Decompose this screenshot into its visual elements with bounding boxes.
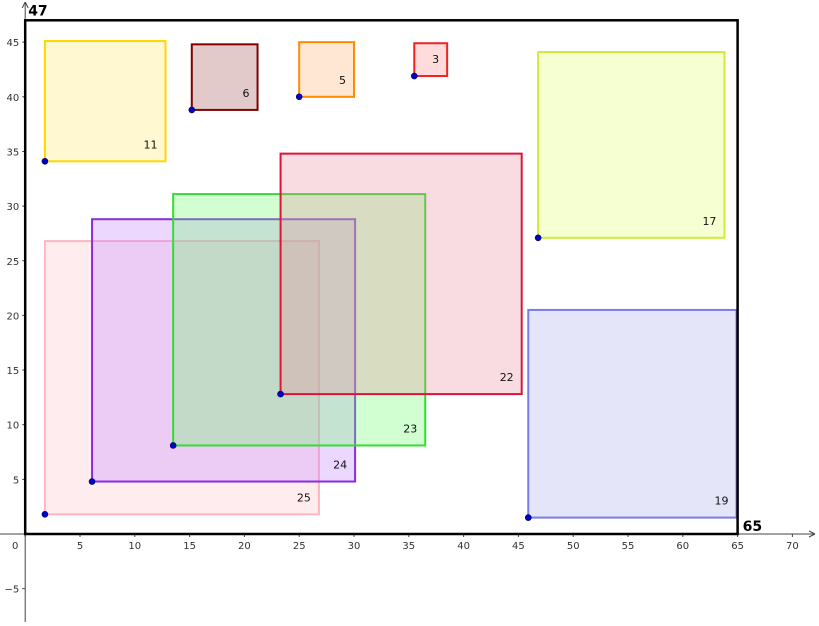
corner-point bbox=[41, 511, 49, 518]
square-24 bbox=[91, 218, 357, 483]
y-axis-arrow bbox=[21, 1, 29, 9]
y-tick-label: 45 bbox=[6, 38, 19, 49]
squares-layer bbox=[43, 40, 738, 519]
y-tick-label: 15 bbox=[6, 366, 19, 377]
square-label: 19 bbox=[715, 495, 729, 508]
square-label: 24 bbox=[333, 459, 347, 472]
x-tick-label: 60 bbox=[676, 541, 689, 552]
x-axis-arrow bbox=[808, 530, 816, 538]
square-label: 25 bbox=[297, 491, 311, 504]
corner-point bbox=[277, 390, 284, 398]
square-5 bbox=[298, 41, 356, 98]
corner-point bbox=[169, 442, 177, 449]
corner-point bbox=[88, 478, 96, 485]
x-tick-label: 5 bbox=[77, 541, 83, 552]
square-label: 5 bbox=[339, 74, 346, 87]
container-height-label: 47 bbox=[28, 3, 47, 19]
square-17 bbox=[537, 50, 726, 239]
x-tick-label: 30 bbox=[348, 541, 361, 552]
square-25 bbox=[43, 240, 320, 516]
corner-point bbox=[410, 72, 418, 80]
corner-point bbox=[41, 157, 49, 165]
y-tick-label: 10 bbox=[6, 421, 19, 432]
container-width-label: 65 bbox=[743, 519, 762, 535]
x-tick-label: 35 bbox=[402, 541, 415, 552]
square-label: 3 bbox=[432, 53, 439, 66]
x-tick-label: 70 bbox=[786, 541, 799, 552]
x-tick-label: 10 bbox=[128, 541, 141, 552]
square-label: 6 bbox=[243, 87, 250, 100]
square-label: 23 bbox=[403, 422, 417, 435]
x-tick-label: 45 bbox=[512, 541, 525, 552]
corner-points bbox=[41, 72, 542, 521]
corner-point bbox=[188, 106, 196, 114]
square-3 bbox=[413, 42, 449, 78]
corner-point bbox=[534, 234, 542, 242]
container-outline bbox=[23, 19, 739, 536]
y-tick-label: 25 bbox=[6, 257, 19, 268]
x-tick-label: 15 bbox=[183, 541, 196, 552]
square-11 bbox=[43, 40, 167, 163]
square-23 bbox=[172, 193, 427, 447]
corner-point bbox=[524, 514, 532, 521]
corner-point bbox=[295, 93, 303, 101]
y-tick-label: 20 bbox=[6, 311, 19, 322]
square-label: 17 bbox=[702, 215, 716, 228]
y-tick-label: 5 bbox=[13, 475, 19, 486]
square-6 bbox=[190, 43, 259, 111]
x-tick-label: 0 bbox=[12, 541, 18, 552]
y-tick-label: −5 bbox=[4, 585, 19, 596]
square-labels: 25 24 23 22 19 17 11 6 5 3 bbox=[143, 53, 728, 508]
square-19 bbox=[527, 308, 738, 519]
x-tick-label: 55 bbox=[622, 541, 635, 552]
square-22 bbox=[279, 152, 523, 396]
x-tick-label: 50 bbox=[567, 541, 580, 552]
x-tick-label: 65 bbox=[731, 541, 744, 552]
y-tick-label: 35 bbox=[6, 147, 19, 158]
square-label: 22 bbox=[500, 371, 514, 384]
y-tick-label: 30 bbox=[6, 202, 19, 213]
x-tick-label: 20 bbox=[238, 541, 251, 552]
x-tick-label: 25 bbox=[293, 541, 306, 552]
square-label: 11 bbox=[143, 138, 157, 151]
x-tick-label: 40 bbox=[457, 541, 470, 552]
y-tick-label: 40 bbox=[6, 93, 19, 104]
